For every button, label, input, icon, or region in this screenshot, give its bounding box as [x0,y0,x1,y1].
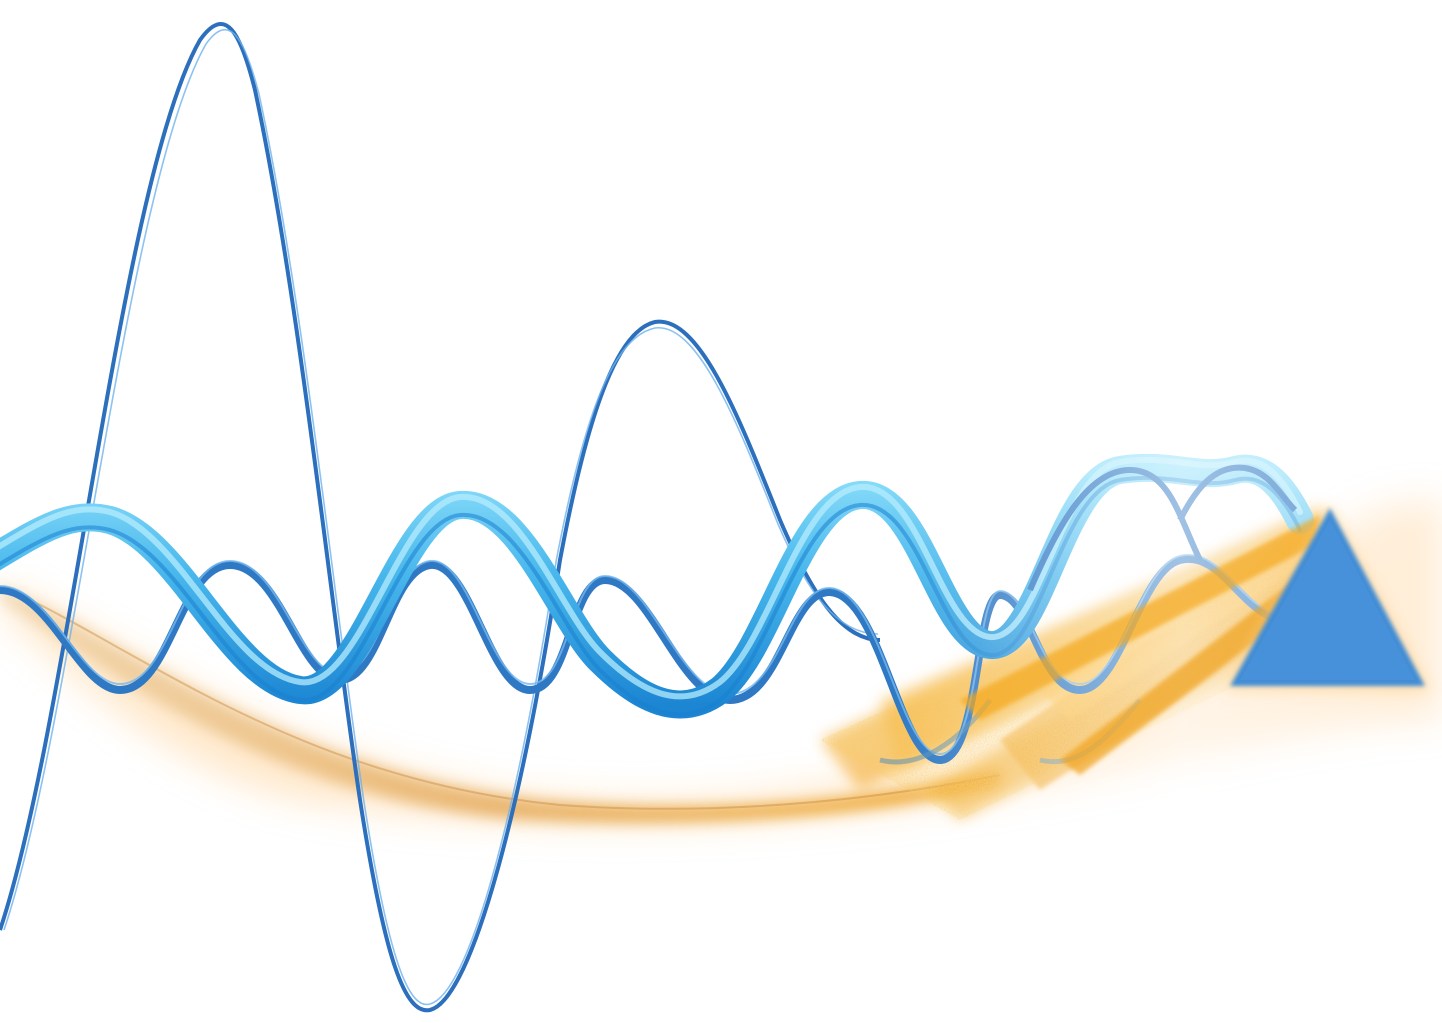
triangle-prism [1225,505,1430,690]
thin-wave-large [0,22,881,1013]
beam-front-glints [960,515,1320,775]
beam-fade-overlay [0,440,1442,840]
